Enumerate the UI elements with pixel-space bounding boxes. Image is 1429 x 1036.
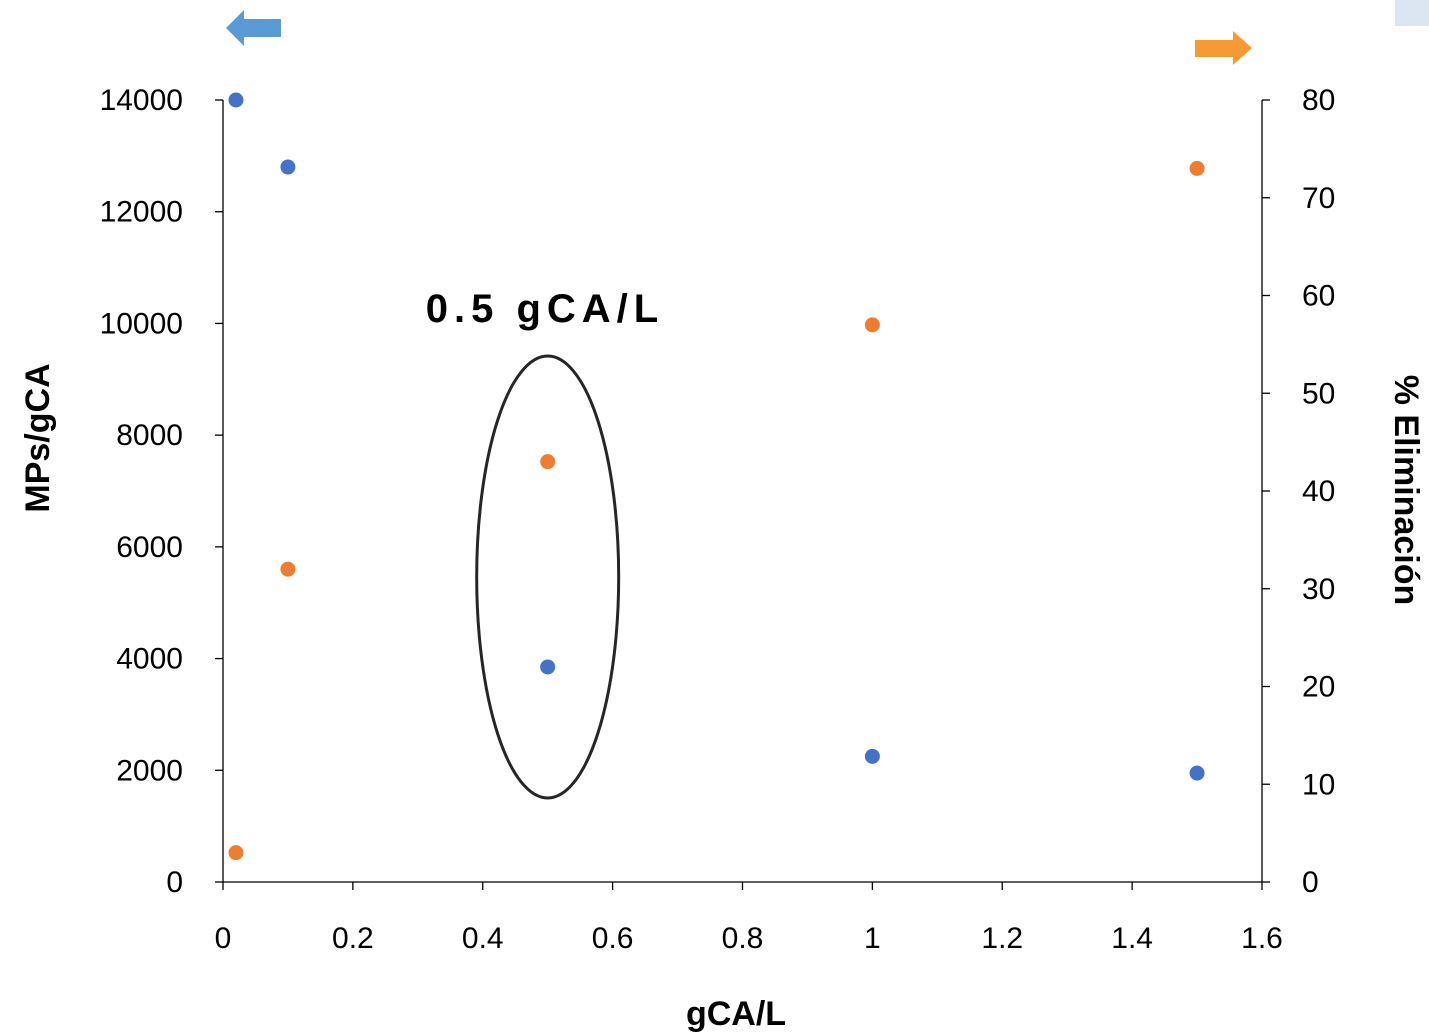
left-tick-label: 10000 [100,307,183,340]
mps-point [228,92,244,108]
right-tick-label: 40 [1302,475,1335,508]
corner-shape [1395,0,1429,26]
left-tick-label: 4000 [116,643,183,676]
left-axis-title: MPs/gCA [19,363,57,512]
right-arrow-icon [1195,31,1252,65]
x-tick-label: 0.6 [592,922,634,955]
left-tick-label: 12000 [100,196,183,229]
right-tick-label: 80 [1302,84,1335,117]
right-tick-label: 0 [1302,866,1319,899]
left-tick-label: 6000 [116,531,183,564]
right-tick-label: 10 [1302,768,1335,801]
x-tick-label: 0.2 [332,922,374,955]
left-tick-label: 8000 [116,419,183,452]
data-points [228,92,1205,861]
mps-point [540,659,556,675]
mps-point [1189,765,1205,781]
x-tick-label: 1.6 [1241,922,1283,955]
elimination-point [540,454,556,470]
x-tick-label: 1.2 [981,922,1023,955]
x-tick-label: 0.4 [462,922,504,955]
right-tick-label: 50 [1302,377,1335,410]
left-arrow-icon [226,10,281,46]
right-tick-label: 20 [1302,671,1335,704]
x-tick-label: 0 [215,922,232,955]
left-tick-label: 0 [166,866,183,899]
mps-point [280,159,296,175]
left-tick-label: 14000 [100,84,183,117]
right-tick-label: 30 [1302,573,1335,606]
right-tick-label: 60 [1302,280,1335,313]
axes [215,99,1270,890]
right-axis-title: % Eliminación [1387,375,1425,606]
left-tick-label: 2000 [116,754,183,787]
tick-labels: 0 0.2 0.4 0.6 0.8 1 1.2 1.4 1.602000400060008000… [100,84,1336,955]
elimination-point [228,845,244,861]
right-tick-label: 70 [1302,182,1335,215]
annotation-ellipse [475,354,621,800]
x-axis-title: gCA/L [686,995,786,1033]
mps-point [864,748,880,764]
annotation-label: 0.5 gCA/L [426,287,664,331]
x-tick-label: 1.4 [1111,922,1153,955]
x-tick-label: 1 [864,922,881,955]
x-tick-label: 0.8 [722,922,764,955]
elimination-point [280,561,296,577]
elimination-point [864,317,880,333]
elimination-point [1189,160,1205,176]
